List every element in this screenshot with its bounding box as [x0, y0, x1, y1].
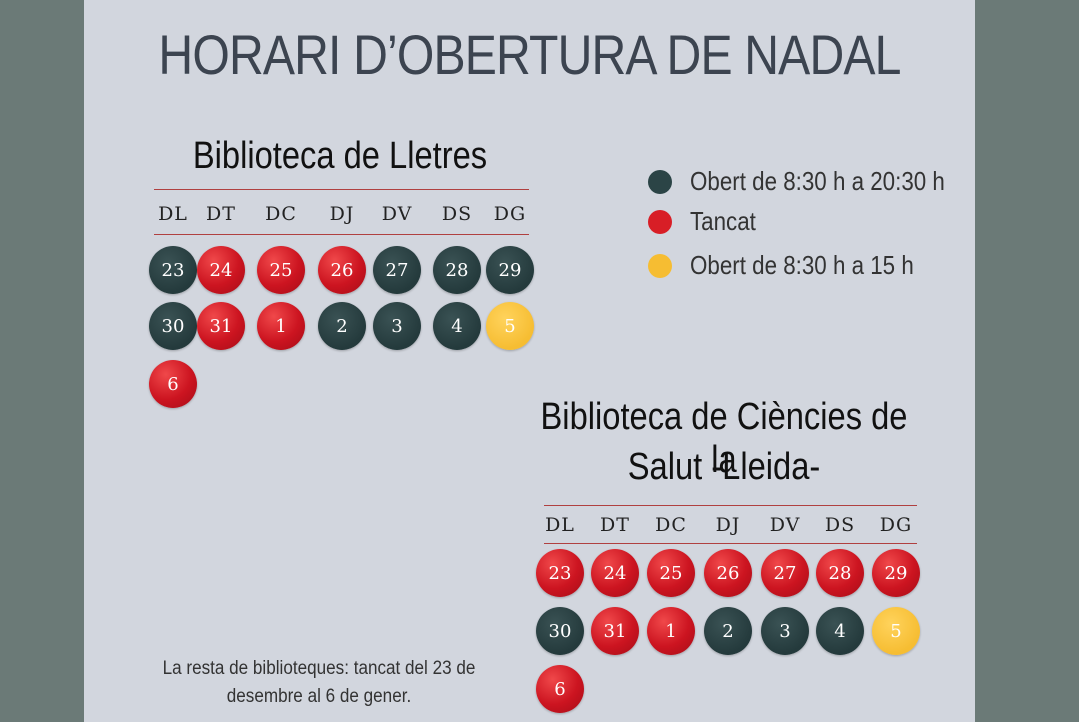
lletres-day-2: 2: [318, 302, 366, 350]
salut-day-29: 29: [872, 549, 920, 597]
lletres-day-30: 30: [149, 302, 197, 350]
salut-day-4: 4: [816, 607, 864, 655]
library-lletres-title: Biblioteca de Lletres: [192, 135, 488, 177]
lletres-weekday-dt: DT: [206, 203, 236, 225]
lletres-day-24: 24: [197, 246, 245, 294]
lletres-day-23: 23: [149, 246, 197, 294]
footer-line-2: desembre al 6 de gener.: [226, 686, 412, 707]
legend-label-half: Obert de 8:30 h a 15 h: [690, 250, 914, 280]
salut-day-5: 5: [872, 607, 920, 655]
lletres-day-3: 3: [373, 302, 421, 350]
salut-weekday-dc: DC: [655, 514, 687, 536]
footer-note: La resta de biblioteques: tancat del 23 …: [162, 655, 477, 711]
salut-day-28: 28: [816, 549, 864, 597]
salut-rule-bottom: [544, 543, 917, 544]
salut-day-26: 26: [704, 549, 752, 597]
lletres-weekday-dv: DV: [381, 203, 413, 225]
lletres-day-25: 25: [257, 246, 305, 294]
lletres-rule-top: [154, 189, 529, 190]
salut-weekday-dv: DV: [769, 514, 801, 536]
legend-label-closed: Tancat: [690, 206, 756, 236]
salut-day-2: 2: [704, 607, 752, 655]
lletres-day-26: 26: [318, 246, 366, 294]
lletres-day-5: 5: [486, 302, 534, 350]
salut-day-24: 24: [591, 549, 639, 597]
lletres-rule-bottom: [154, 234, 529, 235]
lletres-day-4: 4: [433, 302, 481, 350]
salut-weekday-ds: DS: [824, 514, 856, 536]
salut-day-27: 27: [761, 549, 809, 597]
legend-label-open: Obert de 8:30 h a 20:30 h: [690, 166, 945, 196]
salut-day-1: 1: [647, 607, 695, 655]
salut-day-25: 25: [647, 549, 695, 597]
lletres-weekday-dj: DJ: [329, 203, 355, 225]
lletres-day-29: 29: [486, 246, 534, 294]
page-title: HORARI D’OBERTURA DE NADAL: [158, 23, 901, 86]
library-salut-title-line2: Salut -Lleida-: [627, 446, 821, 488]
legend-item-half: Obert de 8:30 h a 15 h: [648, 250, 950, 281]
salut-day-23: 23: [536, 549, 584, 597]
salut-day-3: 3: [761, 607, 809, 655]
salut-day-31: 31: [591, 607, 639, 655]
salut-weekday-dg: DG: [879, 514, 913, 536]
salut-day-6: 6: [536, 665, 584, 713]
poster-panel: HORARI D’OBERTURA DE NADAL Biblioteca de…: [84, 0, 975, 722]
lletres-day-28: 28: [433, 246, 481, 294]
lletres-weekday-dg: DG: [493, 203, 527, 225]
legend-dot-open: [648, 169, 672, 194]
salut-weekday-dt: DT: [600, 514, 630, 536]
library-salut-title-line1: Biblioteca de Ciències de la: [540, 396, 908, 481]
lletres-weekday-ds: DS: [441, 203, 473, 225]
legend-dot-half: [648, 253, 672, 278]
lletres-day-1: 1: [257, 302, 305, 350]
salut-weekday-dj: DJ: [715, 514, 741, 536]
salut-rule-top: [544, 505, 917, 506]
legend-dot-closed: [648, 209, 672, 234]
lletres-day-31: 31: [197, 302, 245, 350]
lletres-day-6: 6: [149, 360, 197, 408]
footer-line-1: La resta de biblioteques: tancat del 23 …: [162, 658, 476, 679]
salut-day-30: 30: [536, 607, 584, 655]
lletres-weekday-dc: DC: [265, 203, 297, 225]
legend-item-closed: Tancat: [648, 206, 767, 237]
lletres-day-27: 27: [373, 246, 421, 294]
legend-item-open: Obert de 8:30 h a 20:30 h: [648, 166, 986, 197]
lletres-weekday-dl: DL: [158, 203, 188, 225]
salut-weekday-dl: DL: [545, 514, 575, 536]
